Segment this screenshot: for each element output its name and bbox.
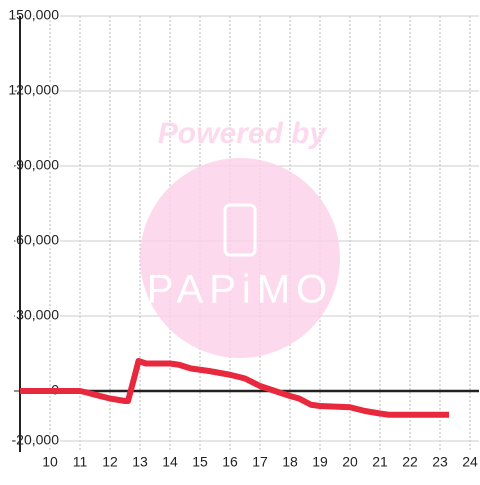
y-tick-label: 150,000 (8, 7, 59, 23)
watermark: Powered by PAPiMO (140, 117, 340, 358)
x-tick-label: 14 (162, 454, 178, 470)
x-tick-label: 20 (342, 454, 358, 470)
x-tick-label: 11 (73, 454, 88, 470)
grid (20, 15, 479, 452)
x-tick-label: 10 (42, 454, 58, 470)
x-tick-label: 18 (282, 454, 298, 470)
watermark-brand: PAPiMO (147, 268, 333, 312)
watermark-circle (140, 158, 340, 358)
watermark-text: Powered by (158, 117, 328, 150)
x-tick-label: 22 (402, 454, 418, 470)
x-tick-label: 16 (222, 454, 238, 470)
x-tick-label: 17 (252, 454, 268, 470)
y-tick-label: 60,000 (16, 232, 59, 248)
x-tick-label: 12 (102, 454, 118, 470)
y-tick-label: 120,000 (8, 82, 59, 98)
y-tick-label: 30,000 (16, 307, 59, 323)
x-tick-label: 15 (192, 454, 208, 470)
y-tick-label: 90,000 (16, 157, 59, 173)
x-tick-label: 23 (432, 454, 448, 470)
x-tick-label: 13 (132, 454, 148, 470)
x-tick-label: 19 (312, 454, 328, 470)
x-tick-label: 21 (372, 454, 388, 470)
line (20, 358, 449, 418)
x-tick-label: 24 (462, 454, 478, 470)
y-tick-label: -20,000 (12, 432, 60, 448)
watermark-icon (223, 203, 257, 257)
